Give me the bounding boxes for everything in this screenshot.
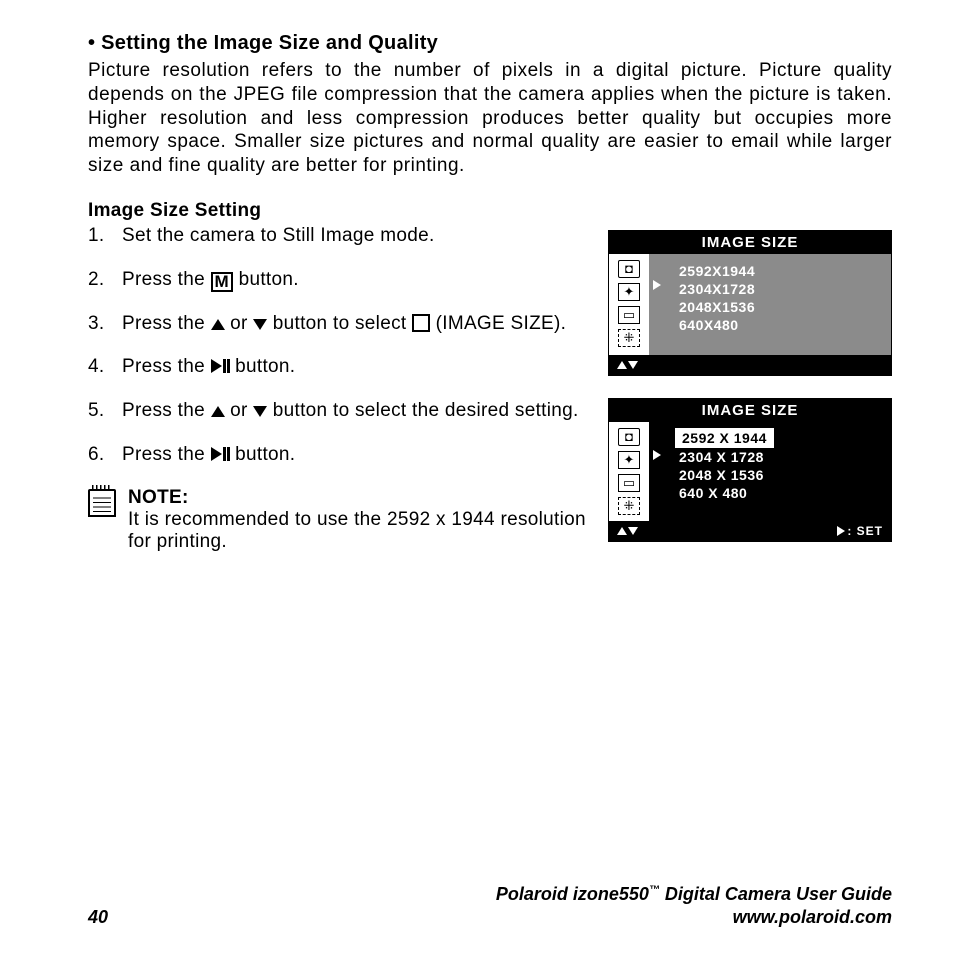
text-fragment: button to select <box>267 313 412 334</box>
lcd-side-icons: ◘ ✦ ▭ ⁜ <box>609 422 649 521</box>
menu-button-icon: M <box>211 272 233 292</box>
note-label: NOTE: <box>128 487 590 509</box>
setup-icon: ⁜ <box>618 329 640 347</box>
step-number: 5. <box>88 399 122 423</box>
lcd-side-icons: ◘ ✦ ▭ ⁜ <box>609 254 649 355</box>
play-icon <box>837 526 845 536</box>
camera-icon: ◘ <box>618 260 640 278</box>
text-fragment: Press the <box>122 444 211 465</box>
step-5: 5. Press the or button to select the des… <box>88 399 590 423</box>
lcd-footer: : SET <box>609 521 891 541</box>
guide-line-2: www.polaroid.com <box>496 906 892 929</box>
steps-list: 1. Set the camera to Still Image mode. 2… <box>88 224 590 564</box>
selection-arrow-icon <box>653 450 661 460</box>
text-fragment: Press the <box>122 269 211 290</box>
nav-down-icon <box>628 527 638 535</box>
step-text: Press the or button to select (IMAGE SIZ… <box>122 312 590 336</box>
step-3: 3. Press the or button to select (IMAGE … <box>88 312 590 336</box>
footer-guide: Polaroid izone550™ Digital Camera User G… <box>496 883 892 928</box>
size-option: 2592X1944 <box>679 262 883 280</box>
down-arrow-icon <box>253 406 267 417</box>
page-number: 40 <box>88 907 108 928</box>
text-fragment: Press the <box>122 356 211 377</box>
guide-line-1: Polaroid izone550™ Digital Camera User G… <box>496 883 892 906</box>
content-columns: 1. Set the camera to Still Image mode. 2… <box>88 224 892 564</box>
note-text: It is recommended to use the 2592 x 1944… <box>128 509 590 553</box>
lcd-screen-2: IMAGE SIZE ◘ ✦ ▭ ⁜ 2592 X 1944 2304 X 17… <box>608 398 892 542</box>
trademark: ™ <box>649 884 660 896</box>
step-number: 1. <box>88 224 122 248</box>
section-heading: • Setting the Image Size and Quality <box>88 32 892 55</box>
lcd-screen-1: IMAGE SIZE ◘ ✦ ▭ ⁜ 2592X1944 2304X1728 2… <box>608 230 892 376</box>
step-number: 2. <box>88 268 122 292</box>
text-fragment: button. <box>230 444 296 465</box>
size-option: 2304X1728 <box>679 280 883 298</box>
text-fragment: (IMAGE SIZE). <box>430 313 566 334</box>
step-text: Press the button. <box>122 355 590 379</box>
lcd-body: 2592X1944 2304X1728 2048X1536 640X480 <box>649 254 891 355</box>
set-hint: : SET <box>837 524 883 538</box>
text-fragment: or <box>225 313 254 334</box>
text-fragment: button. <box>230 356 296 377</box>
note-icon <box>88 489 116 517</box>
step-number: 4. <box>88 355 122 379</box>
quality-icon: ▭ <box>618 474 640 492</box>
nav-up-icon <box>617 361 627 369</box>
page-footer: 40 Polaroid izone550™ Digital Camera Use… <box>88 883 892 928</box>
size-option: 640X480 <box>679 316 883 334</box>
up-arrow-icon <box>211 319 225 330</box>
size-option: 2048 X 1536 <box>679 466 883 484</box>
step-4: 4. Press the button. <box>88 355 590 379</box>
step-text: Set the camera to Still Image mode. <box>122 224 590 248</box>
play-pause-icon <box>211 447 230 461</box>
text-fragment: button. <box>233 269 299 290</box>
lcd-footer <box>609 355 891 375</box>
nav-up-icon <box>617 527 627 535</box>
lcd-title: IMAGE SIZE <box>609 231 891 254</box>
step-number: 3. <box>88 312 122 336</box>
size-option: 2048X1536 <box>679 298 883 316</box>
intro-paragraph: Picture resolution refers to the number … <box>88 59 892 178</box>
text-fragment: Press the <box>122 400 211 421</box>
setup-icon: ⁜ <box>618 497 640 515</box>
text-fragment: or <box>225 400 254 421</box>
size-option: 2304 X 1728 <box>679 448 883 466</box>
quality-icon: ▭ <box>618 306 640 324</box>
image-size-icon <box>412 314 430 332</box>
up-arrow-icon <box>211 406 225 417</box>
text-fragment: Press the <box>122 313 211 334</box>
step-2: 2. Press the M button. <box>88 268 590 292</box>
size-option-selected: 2592 X 1944 <box>675 428 774 448</box>
step-number: 6. <box>88 443 122 467</box>
note-block: NOTE: It is recommended to use the 2592 … <box>88 487 590 553</box>
nav-down-icon <box>628 361 638 369</box>
step-text: Press the button. <box>122 443 590 467</box>
step-text: Press the M button. <box>122 268 590 292</box>
note-body: NOTE: It is recommended to use the 2592 … <box>128 487 590 553</box>
lcd-body: 2592 X 1944 2304 X 1728 2048 X 1536 640 … <box>649 422 891 521</box>
size-menu-icon: ✦ <box>618 451 640 469</box>
play-pause-icon <box>211 359 230 373</box>
size-menu-icon: ✦ <box>618 283 640 301</box>
camera-icon: ◘ <box>618 428 640 446</box>
lcd-diagrams: IMAGE SIZE ◘ ✦ ▭ ⁜ 2592X1944 2304X1728 2… <box>608 224 892 564</box>
step-text: Press the or button to select the desire… <box>122 399 590 423</box>
down-arrow-icon <box>253 319 267 330</box>
lcd-title: IMAGE SIZE <box>609 399 891 422</box>
size-option: 640 X 480 <box>679 484 883 502</box>
step-6: 6. Press the button. <box>88 443 590 467</box>
step-1: 1. Set the camera to Still Image mode. <box>88 224 590 248</box>
selection-arrow-icon <box>653 280 661 290</box>
subsection-heading: Image Size Setting <box>88 200 892 222</box>
text-fragment: button to select the desired setting. <box>267 400 578 421</box>
